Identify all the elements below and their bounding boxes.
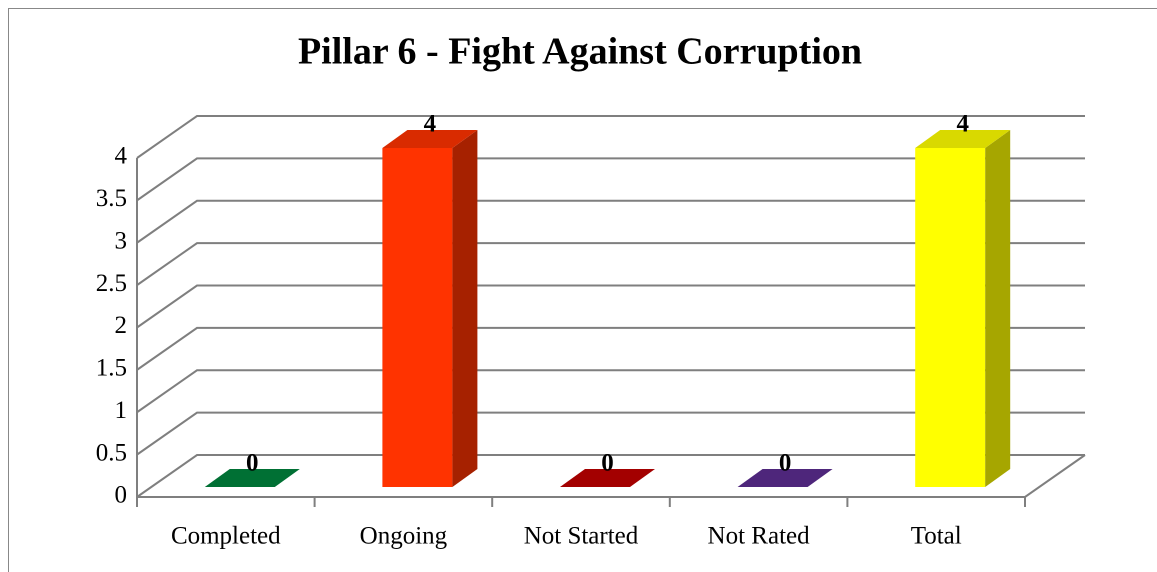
grid-line	[136, 115, 1085, 159]
data-label: 4	[956, 111, 969, 138]
grid-line	[136, 454, 1085, 498]
grid-line	[136, 242, 1085, 286]
grid-line	[136, 157, 1085, 202]
data-label: 0	[246, 450, 259, 477]
bar-top	[737, 469, 833, 487]
y-tick-label: 1.5	[96, 355, 127, 382]
grid-line	[136, 326, 1085, 371]
data-label: 4	[424, 111, 437, 138]
y-tick-label: 2	[115, 312, 128, 339]
bar-top	[382, 130, 478, 148]
grid-line	[136, 411, 1085, 456]
y-tick-label: 1	[115, 397, 128, 424]
chart-border	[8, 8, 1157, 572]
data-label: 0	[601, 450, 614, 477]
grid-line	[136, 369, 1085, 414]
grid-line	[136, 284, 1085, 329]
y-tick-label: 0	[115, 482, 128, 509]
x-tick-label: Ongoing	[360, 523, 448, 550]
data-label: 0	[779, 450, 792, 477]
chart-title: Pillar 6 - Fight Against Corruption	[298, 31, 862, 73]
x-tick-label: Not Started	[524, 523, 639, 550]
y-tick-label: 3.5	[96, 185, 127, 212]
bar-top	[204, 469, 300, 487]
bar-side	[985, 130, 1011, 487]
x-tick-label: Completed	[171, 523, 281, 550]
y-tick-label: 3	[115, 227, 128, 254]
bar-side	[452, 130, 478, 487]
y-tick-label: 4	[115, 143, 128, 170]
y-tick-label: 2.5	[96, 270, 127, 297]
bar	[915, 148, 986, 487]
bar	[382, 148, 453, 487]
x-tick-label: Total	[911, 523, 962, 550]
bar-top	[915, 130, 1011, 148]
y-tick-label: 0.5	[96, 439, 127, 466]
grid-line	[136, 199, 1085, 244]
bar-top	[560, 469, 655, 487]
x-tick-label: Not Rated	[708, 523, 811, 550]
